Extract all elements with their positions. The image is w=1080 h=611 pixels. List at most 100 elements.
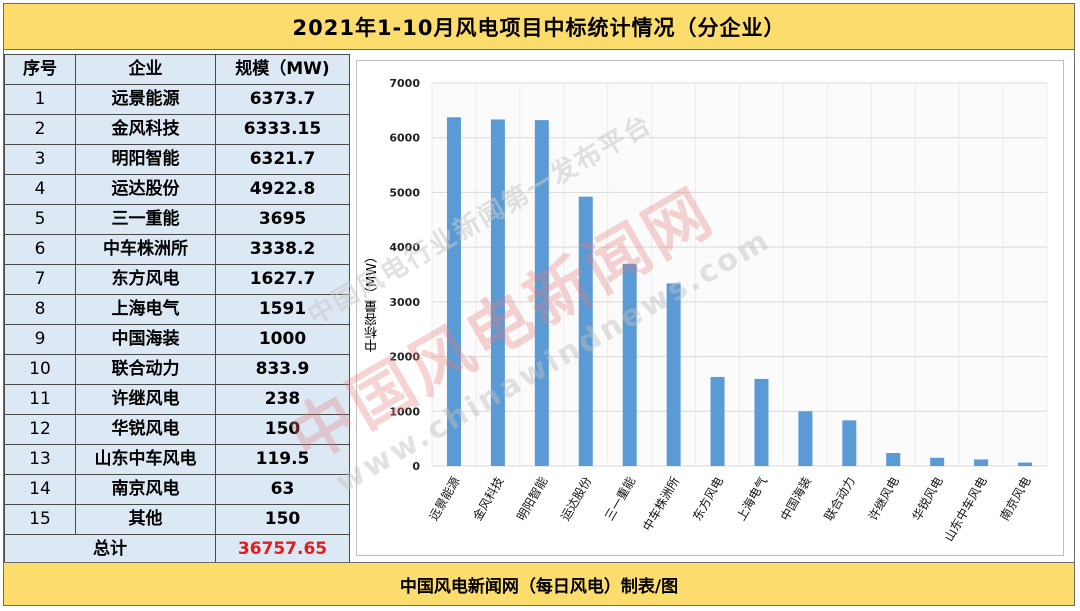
- y-tick-label: 4000: [389, 241, 420, 254]
- x-tick-label: 中国海装: [777, 474, 814, 523]
- row-number: 9: [4, 324, 76, 355]
- header-company: 企业: [75, 54, 216, 85]
- bar-chart: 中标容量（MW） 0 1000 2000 3000 4000 5000 6000 7000 远景…: [356, 60, 1064, 556]
- table-row: 8 上海电气 1591: [4, 294, 350, 325]
- y-tick-label: 0: [412, 460, 420, 473]
- row-number: 8: [4, 294, 76, 325]
- row-value: 3338.2: [215, 234, 350, 265]
- row-value: 1627.7: [215, 264, 350, 295]
- table-row: 10 联合动力 833.9: [4, 354, 350, 385]
- table-row: 3 明阳智能 6321.7: [4, 144, 350, 175]
- row-company: 远景能源: [75, 84, 216, 115]
- total-row: 总计 36757.65: [4, 534, 350, 565]
- row-company: 南京风电: [75, 474, 216, 505]
- row-company: 许继风电: [75, 384, 216, 415]
- bar: [666, 283, 681, 466]
- bar: [886, 452, 901, 466]
- row-value: 6321.7: [215, 144, 350, 175]
- table-row: 5 三一重能 3695: [4, 204, 350, 235]
- header-value: 规模（MW): [215, 54, 350, 85]
- x-tick-label: 东方风电: [689, 474, 726, 523]
- y-tick-label: 2000: [389, 351, 420, 364]
- row-company: 上海电气: [75, 294, 216, 325]
- table-row: 9 中国海装 1000: [4, 324, 350, 355]
- bar: [490, 119, 505, 467]
- bar: [754, 378, 769, 466]
- report-frame: 2021年1-10月风电项目中标统计情况（分企业） 序号 企业 规模（MW) 1…: [3, 3, 1075, 606]
- bar: [622, 263, 637, 466]
- bar: [974, 459, 989, 466]
- chart-svg: 0 1000 2000 3000 4000 5000 6000 7000 远景能源 金风科技 明阳智…: [389, 77, 1048, 544]
- x-tick-label: 山东中车风电: [941, 474, 990, 544]
- row-company: 山东中车风电: [75, 444, 216, 475]
- table-row: 6 中车株洲所 3338.2: [4, 234, 350, 265]
- y-tick-label: 5000: [389, 186, 420, 199]
- table-row: 7 东方风电 1627.7: [4, 264, 350, 295]
- row-value: 1591: [215, 294, 350, 325]
- table-row: 14 南京风电 63: [4, 474, 350, 505]
- row-company: 东方风电: [75, 264, 216, 295]
- row-company: 中国海装: [75, 324, 216, 355]
- footer: 中国风电新闻网（每日风电）制表/图: [4, 562, 1074, 605]
- total-value: 36757.65: [215, 534, 350, 565]
- row-value: 6373.7: [215, 84, 350, 115]
- bar: [710, 376, 725, 466]
- row-number: 13: [4, 444, 76, 475]
- total-label: 总计: [4, 534, 216, 565]
- x-tick-label: 金风科技: [469, 474, 506, 523]
- row-company: 三一重能: [75, 204, 216, 235]
- y-tick-label: 1000: [389, 405, 420, 418]
- row-value: 150: [215, 504, 350, 535]
- row-company: 明阳智能: [75, 144, 216, 175]
- bar: [798, 411, 813, 466]
- x-tick-label: 联合动力: [821, 474, 858, 523]
- row-number: 5: [4, 204, 76, 235]
- table-row: 11 许继风电 238: [4, 384, 350, 415]
- table-row: 2 金风科技 6333.15: [4, 114, 350, 145]
- x-tick-label: 三一重能: [602, 475, 638, 524]
- bar: [842, 420, 857, 466]
- row-number: 10: [4, 354, 76, 385]
- ranking-table: 序号 企业 规模（MW) 1 远景能源 6373.7 2 金风科技 6333.15 3 明阳智…: [4, 54, 350, 565]
- row-value: 1000: [215, 324, 350, 355]
- table-row: 1 远景能源 6373.7: [4, 84, 350, 115]
- row-value: 150: [215, 414, 350, 445]
- table-row: 13 山东中车风电 119.5: [4, 444, 350, 475]
- row-number: 14: [4, 474, 76, 505]
- row-company: 华锐风电: [75, 414, 216, 445]
- y-tick-label: 7000: [389, 77, 420, 90]
- y-tick-label: 6000: [389, 132, 420, 145]
- row-number: 15: [4, 504, 76, 535]
- page-title: 2021年1-10月风电项目中标统计情况（分企业）: [4, 4, 1074, 50]
- x-tick-label: 明阳智能: [513, 474, 550, 523]
- row-value: 6333.15: [215, 114, 350, 145]
- bar: [534, 120, 549, 466]
- x-tick-label: 上海电气: [733, 474, 770, 523]
- x-tick-label: 华锐风电: [910, 475, 946, 524]
- bar: [1018, 462, 1033, 466]
- row-value: 63: [215, 474, 350, 505]
- row-number: 1: [4, 84, 76, 115]
- row-number: 3: [4, 144, 76, 175]
- row-value: 4922.8: [215, 174, 350, 205]
- row-company: 金风科技: [75, 114, 216, 145]
- row-number: 4: [4, 174, 76, 205]
- header-no: 序号: [4, 54, 76, 85]
- row-number: 11: [4, 384, 76, 415]
- x-tick-label: 运达股份: [558, 475, 594, 524]
- row-company: 中车株洲所: [75, 234, 216, 265]
- row-number: 7: [4, 264, 76, 295]
- x-tick-label: 中车株洲所: [639, 474, 682, 533]
- row-company: 联合动力: [75, 354, 216, 385]
- row-value: 3695: [215, 204, 350, 235]
- x-tick-label: 许继风电: [866, 475, 902, 524]
- table-row: 4 运达股份 4922.8: [4, 174, 350, 205]
- x-tick-label: 远景能源: [426, 475, 462, 524]
- table-row: 12 华锐风电 150: [4, 414, 350, 445]
- row-company: 运达股份: [75, 174, 216, 205]
- row-number: 12: [4, 414, 76, 445]
- row-number: 2: [4, 114, 76, 145]
- row-value: 833.9: [215, 354, 350, 385]
- bar: [930, 457, 945, 466]
- y-tick-label: 3000: [389, 296, 420, 309]
